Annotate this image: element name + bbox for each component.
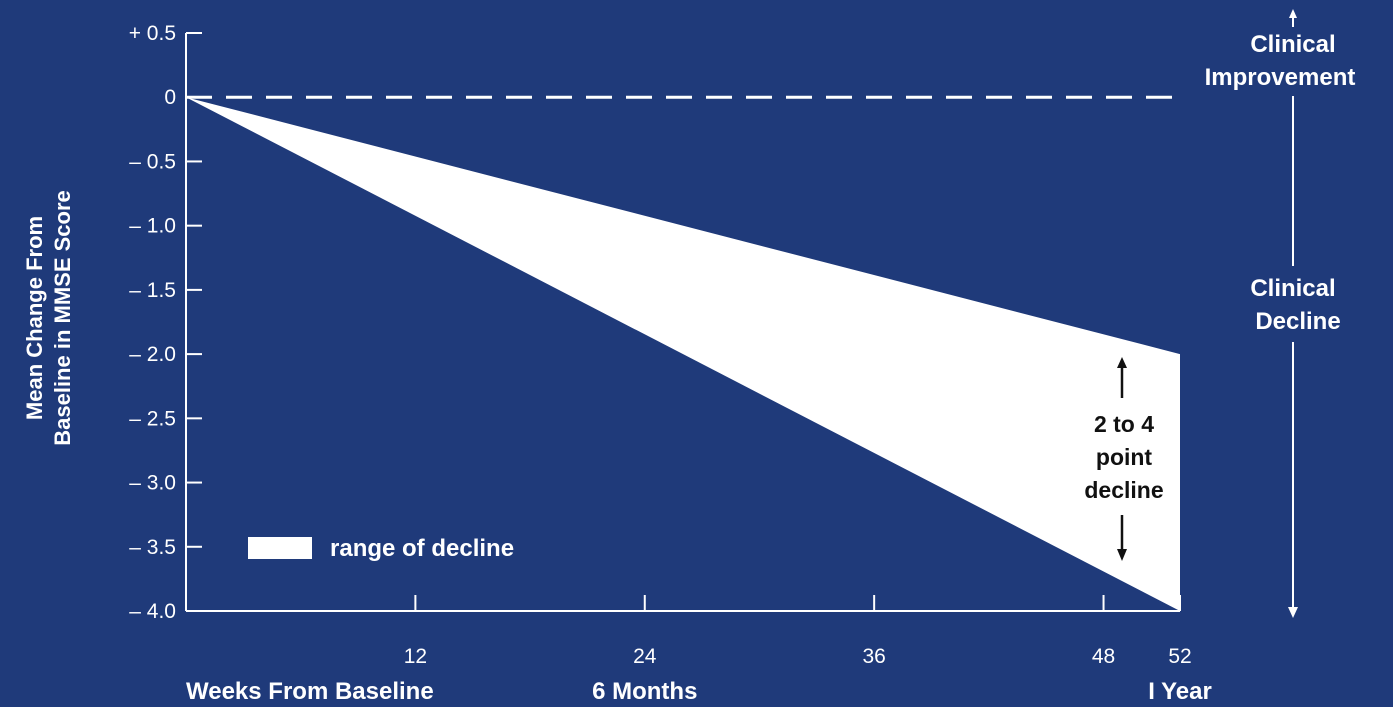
right-scale: Clinical Improvement Clinical Decline bbox=[1205, 9, 1356, 618]
series-area-range-of-decline bbox=[186, 97, 1180, 611]
decline-label-line-2: Decline bbox=[1255, 308, 1340, 335]
plot-area bbox=[186, 95, 1180, 611]
improvement-label-line-2: Improvement bbox=[1205, 64, 1356, 91]
x-axis-period-label: I Year bbox=[1148, 678, 1212, 705]
decline-label-line-1: Clinical bbox=[1250, 275, 1335, 302]
y-tick-label: – 1.0 bbox=[129, 215, 176, 238]
x-axis: 12 24 36 48 52 Weeks From Baseline 6 Months I Y… bbox=[186, 595, 1212, 705]
annotation-line-2: point bbox=[1096, 444, 1153, 470]
y-tick-label: – 2.0 bbox=[129, 343, 176, 366]
legend-swatch bbox=[248, 537, 312, 559]
x-tick-label: 24 bbox=[633, 645, 657, 668]
y-tick-label: 0 bbox=[164, 86, 176, 109]
improvement-arrowhead bbox=[1289, 9, 1297, 18]
decline-annotation: 2 to 4 point decline bbox=[1084, 357, 1164, 561]
legend: range of decline bbox=[248, 535, 514, 562]
y-tick-label: – 3.5 bbox=[129, 536, 176, 559]
improvement-label-line-1: Clinical bbox=[1250, 31, 1335, 58]
annotation-line-1: 2 to 4 bbox=[1094, 411, 1154, 437]
annotation-down-arrowhead bbox=[1117, 549, 1127, 561]
annotation-line-3: decline bbox=[1084, 477, 1163, 503]
y-axis: + 0.5 0 – 0.5 – 1.0 – 1.5 – 2.0 – 2.5 – 3.0 – 3.… bbox=[129, 22, 202, 623]
y-tick-label: + 0.5 bbox=[129, 22, 176, 45]
x-tick-label: 36 bbox=[862, 645, 885, 668]
legend-label: range of decline bbox=[330, 535, 514, 562]
y-axis-title: Mean Change From Baseline in MMSE Score bbox=[22, 190, 75, 446]
y-axis-title-line-2: Baseline in MMSE Score bbox=[50, 190, 75, 446]
y-tick-label: – 3.0 bbox=[129, 472, 176, 495]
y-tick-label: – 2.5 bbox=[129, 407, 176, 430]
x-axis-period-label: 6 Months bbox=[592, 678, 697, 705]
x-axis-period-label: Weeks From Baseline bbox=[186, 678, 434, 705]
x-tick-label: 12 bbox=[404, 645, 427, 668]
y-tick-label: – 1.5 bbox=[129, 279, 176, 302]
y-axis-title-line-1: Mean Change From bbox=[22, 216, 47, 420]
x-tick-label: 48 bbox=[1092, 645, 1115, 668]
x-tick-label: 52 bbox=[1168, 645, 1191, 668]
y-tick-label: – 4.0 bbox=[129, 600, 176, 623]
annotation-up-arrowhead bbox=[1117, 357, 1127, 368]
y-tick-label: – 0.5 bbox=[129, 150, 176, 173]
decline-arrowhead bbox=[1288, 607, 1298, 618]
